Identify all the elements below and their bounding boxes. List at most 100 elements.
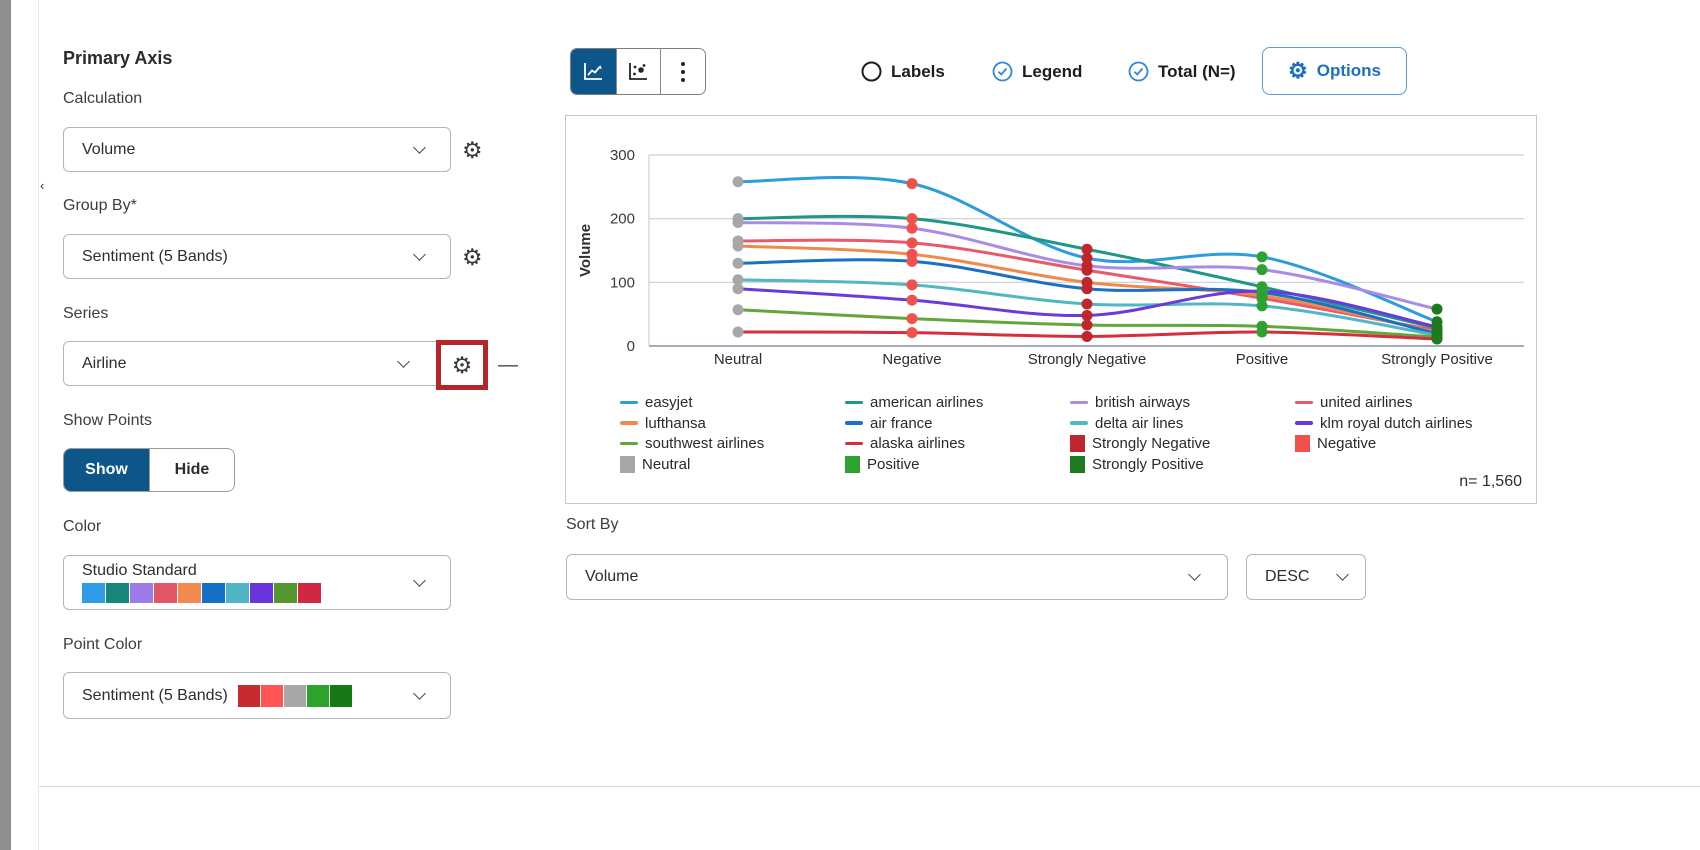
sort-by-dropdown[interactable]: Volume — [566, 554, 1228, 600]
labels-toggle[interactable]: Labels — [861, 61, 945, 82]
calculation-dropdown[interactable]: Volume — [63, 127, 451, 172]
legend-item-american-airlines[interactable]: american airlines — [845, 394, 983, 411]
chevron-down-icon — [413, 574, 426, 587]
sort-direction-select[interactable]: DESC — [1246, 554, 1366, 600]
color-swatch — [82, 583, 105, 603]
data-point — [1082, 331, 1093, 342]
highlight-box: ⚙ — [436, 340, 488, 390]
data-point — [907, 213, 918, 224]
y-tick-label: 200 — [610, 211, 635, 228]
legend-item-delta-air-lines[interactable]: delta air lines — [1070, 415, 1183, 432]
legend-item-label: united airlines — [1320, 394, 1413, 411]
remove-series-button[interactable]: — — [498, 354, 518, 377]
legend-item-Strongly-Positive[interactable]: Strongly Positive — [1070, 456, 1204, 473]
left-edge-strip — [0, 0, 11, 850]
total-toggle[interactable]: Total (N=) — [1128, 61, 1236, 82]
legend-item-southwest-airlines[interactable]: southwest airlines — [620, 435, 764, 452]
color-label: Color — [63, 518, 101, 536]
color-swatch — [202, 583, 225, 603]
legend-line-marker — [1295, 401, 1313, 405]
data-point — [1082, 310, 1093, 321]
data-point — [733, 304, 744, 315]
point-color-dropdown[interactable]: Sentiment (5 Bands) — [63, 672, 451, 719]
data-point — [907, 178, 918, 189]
x-category-label: Neutral — [714, 351, 762, 368]
data-point — [907, 237, 918, 248]
legend-item-label: american airlines — [870, 394, 983, 411]
legend-item-klm-royal-dutch-airlines[interactable]: klm royal dutch airlines — [1295, 415, 1473, 432]
legend-item-label: Negative — [1317, 435, 1376, 452]
chevron-down-icon — [413, 687, 426, 700]
color-swatch — [261, 685, 283, 707]
legend-item-Neutral[interactable]: Neutral — [620, 456, 690, 473]
chart-menu-button[interactable] — [660, 49, 705, 94]
hide-option[interactable]: Hide — [149, 449, 234, 491]
data-point — [1257, 286, 1268, 297]
legend-item-Strongly-Negative[interactable]: Strongly Negative — [1070, 435, 1210, 452]
show-option[interactable]: Show — [64, 449, 149, 491]
data-point — [1082, 265, 1093, 276]
legend-line-marker — [620, 442, 638, 446]
legend-item-Negative[interactable]: Negative — [1295, 435, 1376, 452]
legend-line-marker — [845, 442, 863, 446]
line-chart-button[interactable] — [571, 49, 616, 94]
groupby-gear-icon[interactable]: ⚙ — [462, 246, 483, 269]
data-point — [1082, 319, 1093, 330]
legend-item-air-france[interactable]: air france — [845, 415, 933, 432]
legend-item-Positive[interactable]: Positive — [845, 456, 920, 473]
legend-item-british-airways[interactable]: british airways — [1070, 394, 1190, 411]
legend-item-alaska-airlines[interactable]: alaska airlines — [845, 435, 965, 452]
legend-item-lufthansa[interactable]: lufthansa — [620, 415, 706, 432]
chevron-down-icon — [1336, 568, 1349, 581]
legend-square-marker — [845, 456, 860, 473]
legend-item-label: Neutral — [642, 456, 690, 473]
point-color-value: Sentiment (5 Bands) — [82, 687, 228, 705]
data-point — [1082, 283, 1093, 294]
legend-item-label: lufthansa — [645, 415, 706, 432]
data-point — [1257, 300, 1268, 311]
series-dropdown[interactable]: Airline — [63, 341, 451, 386]
legend-item-label: british airways — [1095, 394, 1190, 411]
x-category-label: Strongly Negative — [1028, 351, 1146, 368]
groupby-value: Sentiment (5 Bands) — [82, 248, 228, 266]
color-swatch — [330, 685, 352, 707]
data-point — [1432, 333, 1443, 344]
point-color-palette — [238, 685, 353, 707]
legend-square-marker — [1070, 456, 1085, 473]
scatter-chart-button[interactable] — [616, 49, 661, 94]
legend-item-label: southwest airlines — [645, 435, 764, 452]
color-dropdown[interactable]: Studio Standard — [63, 555, 451, 610]
data-point — [733, 326, 744, 337]
collapse-caret-icon[interactable]: ‹ — [40, 178, 44, 193]
data-point — [1432, 321, 1443, 332]
options-button[interactable]: ⚙ Options — [1262, 47, 1407, 95]
groupby-dropdown[interactable]: Sentiment (5 Bands) — [63, 234, 451, 279]
color-swatch — [178, 583, 201, 603]
calculation-label: Calculation — [63, 90, 142, 108]
data-point — [733, 283, 744, 294]
check-circle-icon — [992, 61, 1013, 82]
legend-item-label: alaska airlines — [870, 435, 965, 452]
series-value: Airline — [82, 355, 126, 373]
color-swatch — [238, 685, 260, 707]
legend-line-marker — [845, 421, 863, 425]
legend-item-united-airlines[interactable]: united airlines — [1295, 394, 1413, 411]
color-swatch — [154, 583, 177, 603]
sort-by-label: Sort By — [566, 516, 618, 534]
legend-square-marker — [620, 456, 635, 473]
data-point — [1257, 264, 1268, 275]
series-gear-icon[interactable]: ⚙ — [452, 354, 473, 377]
legend-item-label: air france — [870, 415, 933, 432]
total-toggle-label: Total (N=) — [1158, 62, 1236, 82]
data-point — [1082, 244, 1093, 255]
legend-toggle[interactable]: Legend — [992, 61, 1082, 82]
legend-square-marker — [1295, 435, 1310, 452]
chevron-down-icon — [413, 141, 426, 154]
legend-line-marker — [1070, 421, 1088, 425]
chevron-down-icon — [1188, 568, 1201, 581]
color-swatch — [284, 685, 306, 707]
calculation-value: Volume — [82, 141, 135, 159]
sort-direction-value: DESC — [1265, 568, 1309, 586]
legend-item-easyjet[interactable]: easyjet — [620, 394, 693, 411]
calculation-gear-icon[interactable]: ⚙ — [462, 139, 483, 162]
